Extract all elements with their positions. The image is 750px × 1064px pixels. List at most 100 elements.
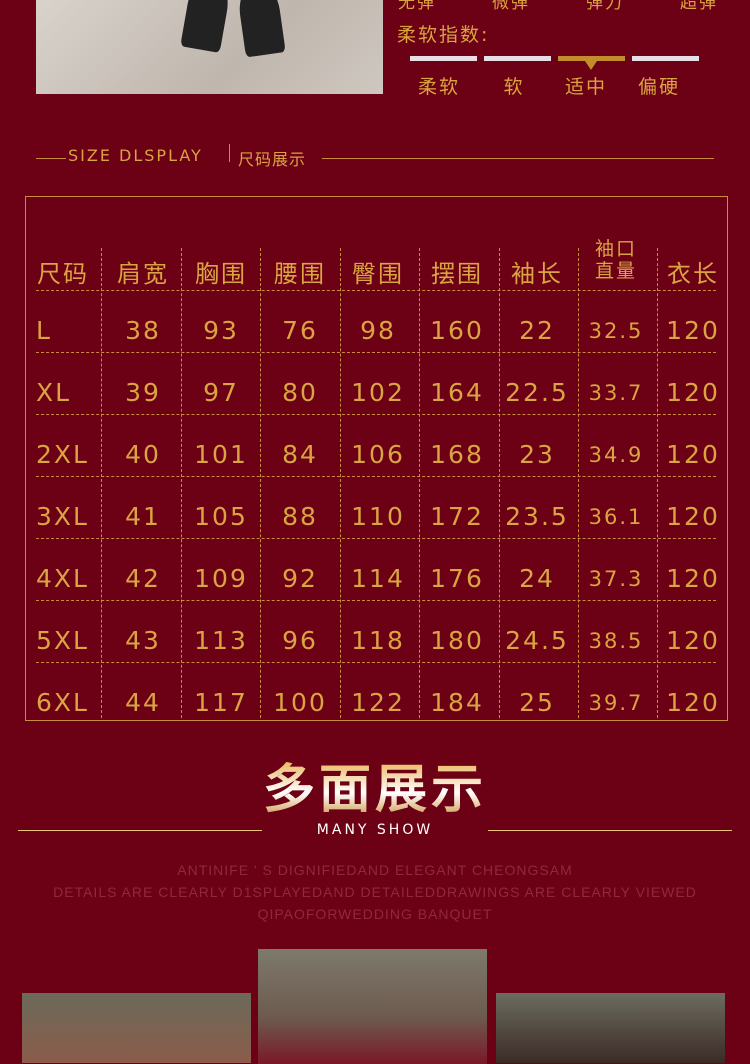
row-divider	[36, 662, 716, 663]
stretch-level: 无弹	[398, 0, 436, 13]
table-cell: 176	[430, 564, 484, 593]
softness-title: 柔软指数:	[397, 24, 490, 46]
softness-level: 偏硬	[637, 76, 680, 98]
table-cell: 110	[351, 502, 405, 531]
divider	[229, 144, 230, 162]
table-cell: 39	[125, 378, 161, 407]
column-divider	[101, 248, 102, 718]
table-cell: 37.3	[588, 567, 644, 591]
table-header: 衣长	[667, 260, 719, 288]
table-cell: 32.5	[588, 319, 644, 343]
table-header: 臀围	[352, 260, 404, 288]
size-table	[25, 196, 728, 721]
table-cell: 42	[125, 564, 161, 593]
table-cell: 109	[194, 564, 248, 593]
model-photo-center	[258, 949, 487, 1064]
table-cell: 36.1	[588, 505, 644, 529]
divider	[488, 830, 732, 831]
table-header: 袖口直量	[594, 238, 637, 282]
softness-bar	[484, 56, 551, 61]
table-cell: 2XL	[36, 440, 89, 469]
column-divider	[657, 248, 658, 718]
table-cell: 92	[282, 564, 318, 593]
description-line: ANTINIFE ' S DIGNIFIEDAND ELEGANT CHEONG…	[177, 862, 573, 878]
divider	[322, 158, 714, 159]
table-cell: 39.7	[588, 691, 644, 715]
table-cell: 34.9	[588, 443, 644, 467]
table-cell: 97	[203, 378, 239, 407]
table-cell: 164	[430, 378, 484, 407]
table-cell: 22	[519, 316, 555, 345]
table-cell: 102	[351, 378, 405, 407]
table-cell: 114	[351, 564, 405, 593]
table-cell: 6XL	[36, 688, 89, 717]
column-divider	[419, 248, 420, 718]
table-cell: 100	[273, 688, 327, 717]
table-cell: 24	[519, 564, 555, 593]
description-line: DETAILS ARE CLEARLY D1SPLAYEDAND DETAILE…	[53, 884, 697, 900]
table-header: 胸围	[195, 260, 247, 288]
many-show-subtitle: MANY SHOW	[316, 822, 434, 838]
table-cell: 105	[194, 502, 248, 531]
many-show-title: 多面展示	[0, 760, 750, 820]
table-cell: 120	[666, 316, 720, 345]
description-line: QIPAOFORWEDDING BANQUET	[257, 906, 493, 922]
table-cell: 93	[203, 316, 239, 345]
table-cell: 120	[666, 440, 720, 469]
table-cell: 38.5	[588, 629, 644, 653]
table-header: 摆围	[431, 260, 483, 288]
table-cell: 3XL	[36, 502, 89, 531]
table-cell: 5XL	[36, 626, 89, 655]
table-cell: 96	[282, 626, 318, 655]
table-cell: XL	[36, 378, 72, 407]
table-cell: 88	[282, 502, 318, 531]
row-divider	[36, 290, 716, 291]
column-divider	[260, 248, 261, 718]
row-divider	[36, 352, 716, 353]
table-cell: L	[36, 316, 52, 345]
table-cell: 22.5	[505, 378, 569, 407]
table-cell: 43	[125, 626, 161, 655]
shoes-photo	[36, 0, 383, 94]
row-divider	[36, 476, 716, 477]
softness-bar	[410, 56, 477, 61]
size-display-title: SIZE DLSPLAY	[68, 146, 203, 165]
table-cell: 120	[666, 502, 720, 531]
table-cell: 184	[430, 688, 484, 717]
table-cell: 180	[430, 626, 484, 655]
row-divider	[36, 414, 716, 415]
softness-level: 柔软	[417, 76, 460, 98]
table-cell: 120	[666, 626, 720, 655]
softness-bar-selected	[558, 56, 625, 61]
table-cell: 33.7	[588, 381, 644, 405]
table-cell: 40	[125, 440, 161, 469]
stretch-level: 弹力	[586, 0, 624, 13]
softness-bar	[632, 56, 699, 61]
table-cell: 172	[430, 502, 484, 531]
table-header: 腰围	[274, 260, 326, 288]
table-cell: 113	[194, 626, 248, 655]
table-cell: 76	[282, 316, 318, 345]
table-cell: 38	[125, 316, 161, 345]
size-display-title-cn: 尺码展示	[238, 150, 307, 169]
softness-level: 适中	[564, 76, 607, 98]
table-cell: 120	[666, 564, 720, 593]
table-cell: 168	[430, 440, 484, 469]
stretch-level: 微弹	[492, 0, 530, 13]
row-divider	[36, 538, 716, 539]
table-cell: 98	[360, 316, 396, 345]
stretch-levels: 无弹 微弹 弹力 超弹	[398, 0, 718, 13]
column-divider	[181, 248, 182, 718]
table-cell: 106	[351, 440, 405, 469]
table-cell: 120	[666, 378, 720, 407]
table-cell: 80	[282, 378, 318, 407]
table-header: 肩宽	[117, 260, 169, 288]
column-divider	[340, 248, 341, 718]
stretch-level: 超弹	[680, 0, 718, 13]
table-cell: 41	[125, 502, 161, 531]
table-cell: 23	[519, 440, 555, 469]
table-cell: 117	[194, 688, 248, 717]
selected-pointer-icon	[585, 61, 597, 70]
model-photo-right	[496, 993, 725, 1063]
table-header: 袖长	[511, 260, 563, 288]
